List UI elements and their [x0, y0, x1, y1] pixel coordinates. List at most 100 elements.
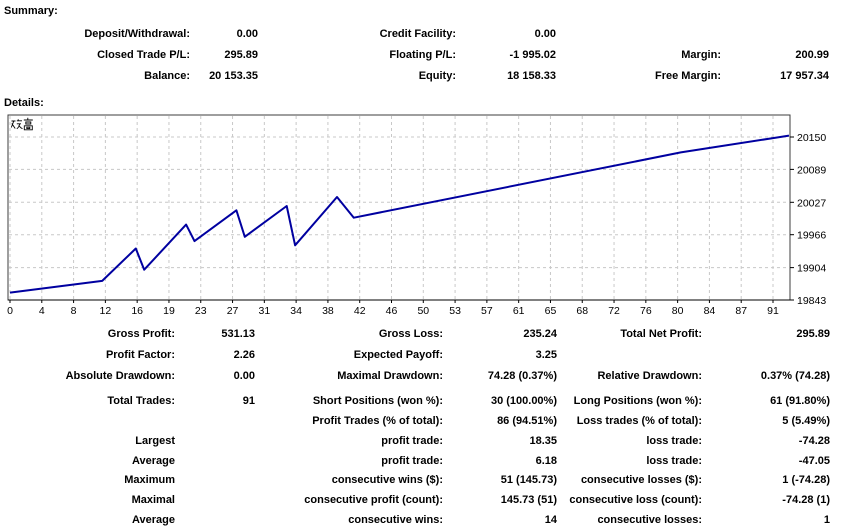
summary-heading: Summary:: [4, 5, 58, 17]
summary-label: Credit Facility:: [379, 28, 456, 40]
summary-label: Floating P/L:: [389, 49, 456, 61]
stat-label: consecutive profit (count):: [304, 494, 443, 507]
x-tick-label: 16: [131, 305, 143, 317]
x-tick-label: 0: [7, 305, 13, 317]
stat-label: loss trade:: [646, 454, 702, 467]
x-tick-label: 84: [704, 305, 716, 317]
x-tick-label: 31: [258, 305, 270, 317]
stat-value: 0.00: [233, 370, 255, 382]
stat-value: -74.28 (1): [782, 494, 830, 507]
y-tick-label: 20089: [797, 164, 826, 176]
x-tick-label: 68: [576, 305, 588, 317]
stat-value: 531.13: [221, 328, 255, 340]
summary-value: 295.89: [224, 49, 258, 61]
stat-value: 5 (5.49%): [782, 414, 830, 427]
stat-value: 235.24: [523, 328, 557, 340]
summary-label: Margin:: [681, 49, 721, 61]
summary-value: 20 153.35: [209, 70, 258, 82]
stat-label: Absolute Drawdown:: [65, 370, 175, 382]
x-tick-label: 38: [322, 305, 334, 317]
stat-label: consecutive losses ($):: [580, 474, 702, 487]
x-tick-label: 57: [481, 305, 493, 317]
x-tick-label: 19: [163, 305, 175, 317]
stat-value: [175, 413, 255, 433]
summary-value: 17 957.34: [780, 70, 829, 82]
stat-value: 86 (94.51%): [497, 414, 557, 427]
results-grid: Gross Profit: 531.13 Gross Loss: 235.24 Tota…: [0, 326, 830, 389]
stat-label: consecutive wins ($):: [331, 474, 443, 487]
stat-label: [0, 413, 175, 433]
stat-label: Expected Payoff:: [353, 349, 443, 361]
stat-value: 18.35: [529, 434, 557, 447]
stat-value: 30 (100.00%): [490, 395, 557, 407]
stat-value: 2.26: [233, 349, 255, 361]
stat-value: [702, 347, 830, 368]
stat-value: [175, 453, 255, 473]
stat-label: loss trade:: [646, 434, 702, 447]
x-tick-label: 50: [417, 305, 429, 317]
summary-label: Balance:: [144, 70, 190, 82]
stat-value: 61 (91.80%): [770, 395, 830, 407]
stat-value: 14: [544, 514, 557, 527]
stat-label: Average: [131, 514, 175, 527]
summary-value: 18 158.33: [507, 70, 556, 82]
stat-label: Profit Factor:: [105, 349, 175, 361]
stat-value: -47.05: [798, 454, 830, 467]
stat-value: 0.37% (74.28): [760, 370, 830, 382]
summary-label: [556, 26, 721, 47]
summary-value: [721, 26, 829, 47]
stat-label: profit trade:: [381, 434, 443, 447]
summary-label: Free Margin:: [654, 70, 721, 82]
chart-title-glyph-taka: [23, 117, 33, 131]
stat-value: [175, 472, 255, 492]
stat-label: Total Net Profit:: [620, 328, 702, 340]
x-tick-label: 72: [608, 305, 620, 317]
stat-value: 51 (145.73): [500, 474, 557, 487]
stat-label: consecutive wins:: [348, 514, 443, 527]
y-tick-label: 20150: [797, 132, 826, 144]
summary-label: Equity:: [418, 70, 456, 82]
stat-label: Total Trades:: [107, 395, 175, 407]
stat-label: Maximal: [131, 494, 175, 507]
summary-value: 200.99: [795, 49, 829, 61]
x-tick-label: 12: [100, 305, 112, 317]
stat-label: Short Positions (won %):: [312, 395, 443, 407]
summary-grid: Deposit/Withdrawal: 0.00 Credit Facility: 0…: [0, 26, 829, 89]
balance-line: [9, 134, 790, 294]
stat-label: Relative Drawdown:: [597, 370, 702, 382]
summary-value: 0.00: [534, 28, 556, 40]
stat-value: 295.89: [796, 328, 830, 340]
y-tick-label: 19966: [797, 230, 826, 242]
balance-chart-svg: 0 4 8 12 16 19 23 27 31 34 38 42 46 50 53 57 61 65 68 72 76 8…: [7, 114, 826, 317]
x-tick-label: 27: [227, 305, 239, 317]
x-tick-label: 53: [449, 305, 461, 317]
y-tick-label: 19904: [797, 263, 826, 275]
stat-label: Average: [131, 454, 175, 467]
balance-chart: 0 4 8 12 16 19 23 27 31 34 38 42 46 50 53 57 61 65 68 72 76 8…: [0, 108, 849, 322]
x-tick-label: 42: [354, 305, 366, 317]
details-heading: Details:: [4, 97, 44, 109]
x-tick-label: 65: [545, 305, 557, 317]
stat-label: [557, 347, 702, 368]
stat-label: Loss trades (% of total):: [576, 414, 702, 427]
x-tick-label: 76: [640, 305, 652, 317]
summary-value: 0.00: [236, 28, 258, 40]
chart-title-glyph-zan: [10, 119, 23, 130]
y-tick-label: 20027: [797, 197, 826, 209]
stat-label: Gross Loss:: [378, 328, 443, 340]
summary-label: Closed Trade P/L:: [97, 49, 190, 61]
x-tick-label: 61: [513, 305, 525, 317]
stat-label: Largest: [135, 434, 175, 447]
stat-value: 145.73 (51): [500, 494, 557, 507]
stat-value: 74.28 (0.37%): [487, 370, 557, 382]
stat-label: Gross Profit:: [107, 328, 175, 340]
summary-label: Deposit/Withdrawal:: [84, 28, 190, 40]
stat-value: -74.28: [798, 434, 830, 447]
stat-label: Maximal Drawdown:: [337, 370, 443, 382]
x-tick-label: 23: [195, 305, 207, 317]
stat-label: Profit Trades (% of total):: [312, 414, 443, 427]
stat-value: [175, 492, 255, 512]
x-tick-label: 87: [735, 305, 747, 317]
x-tick-label: 4: [39, 305, 45, 317]
stat-label: consecutive losses:: [597, 514, 702, 527]
